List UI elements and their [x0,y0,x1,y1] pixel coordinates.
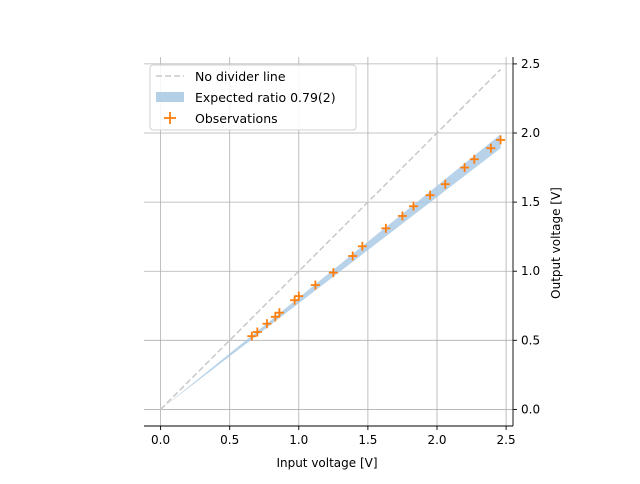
observation-point [247,331,257,341]
observation-point [486,143,496,153]
legend-band-swatch [156,92,184,102]
observation-point [270,312,280,322]
y-tick-label: 0.5 [521,333,540,347]
axes: 0.0 0.5 1.0 1.5 2.0 2.5 0.0 0.5 1.0 1.5 2.0 2.5 [144,57,540,447]
legend-label-observations: Observations [195,111,278,126]
y-tick-label: 2.5 [521,57,540,71]
observation-point [274,308,284,318]
x-tick-label: 2.5 [497,433,516,447]
x-tick-label: 2.0 [427,433,446,447]
observation-point [252,327,262,337]
y-tick-label: 1.5 [521,195,540,209]
observation-point [328,268,338,278]
observation-point [460,163,470,173]
x-axis-label: Input voltage [V] [276,456,377,470]
legend-observations-swatch [164,112,176,124]
legend-label-band: Expected ratio 0.79(2) [195,90,336,105]
x-tick-label: 0.0 [151,433,170,447]
observation-point [294,291,304,301]
observation-point [381,223,391,233]
legend-label-reference: No divider line [195,69,286,84]
observation-point [357,241,367,251]
observation-point [496,135,506,145]
legend-frame [149,64,357,131]
observation-point [310,280,320,290]
reference-line [160,68,502,410]
observation-point [262,319,272,329]
observation-point [469,154,479,164]
x-tick-label: 0.5 [220,433,239,447]
y-axis-label: Output voltage [V] [549,187,563,299]
legend: No divider line Expected ratio 0.79(2) O… [149,64,357,131]
observation-point [440,179,450,189]
observation-point [425,190,435,200]
plot-area [160,68,506,410]
y-tick-label: 2.0 [521,126,540,140]
x-tick-label: 1.0 [289,433,308,447]
y-tick-label: 0.0 [521,402,540,416]
x-tick-label: 1.5 [358,433,377,447]
observation-point [397,211,407,221]
observation-point [290,295,300,305]
observation-point [408,201,418,211]
y-tick-label: 1.0 [521,264,540,278]
observation-point [348,251,358,261]
